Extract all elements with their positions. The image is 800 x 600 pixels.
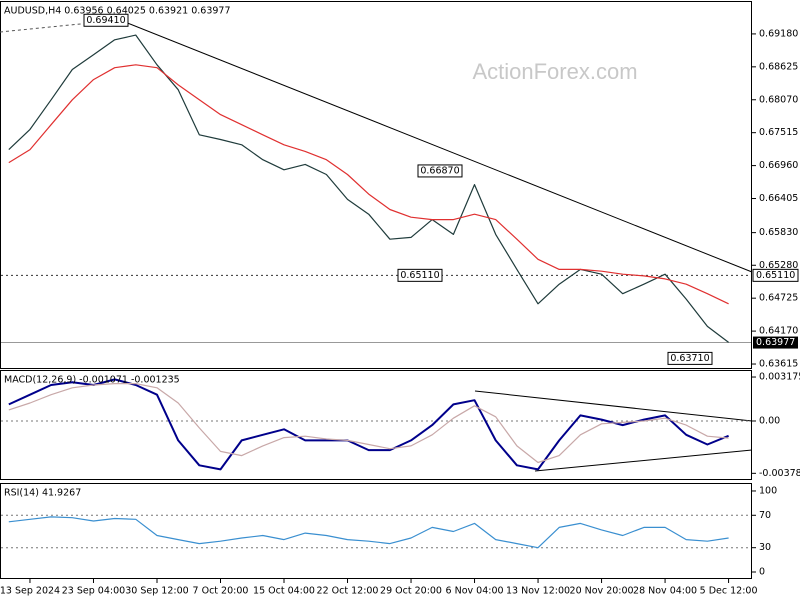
x-tick-label: 28 Nov 04:00: [633, 586, 697, 597]
price-label: 0.63977: [756, 337, 795, 348]
annotation-label: 0.65110: [400, 270, 439, 281]
x-tick-label: 13 Nov 12:00: [506, 586, 570, 597]
trend-line: [119, 19, 753, 273]
y-tick-label: 0.63615: [759, 359, 798, 370]
series-line: [8, 64, 729, 305]
y-tick-label: 0.69180: [759, 28, 798, 39]
level-label: 0.65110: [756, 270, 795, 281]
y-tick-label: 0.65280: [759, 260, 798, 271]
x-tick-label: 5 Dec 12:00: [700, 586, 758, 597]
panel-title: MACD(12,26,9) -0.001071 -0.001235: [4, 375, 180, 386]
x-tick-label: 6 Nov 04:00: [446, 586, 504, 597]
y-tick-label: 100: [759, 485, 777, 496]
y-tick-label: 30: [759, 542, 771, 553]
rsi-panel: [0, 483, 752, 579]
y-tick-label: 0.66960: [759, 160, 798, 171]
x-tick-label: 20 Nov 20:00: [570, 586, 634, 597]
macd-panel: [0, 370, 752, 480]
annotation-label: 0.69410: [86, 15, 125, 26]
level-box: [752, 268, 799, 282]
series-line: [8, 516, 729, 549]
series-line: [8, 383, 729, 464]
price-box: [753, 336, 798, 349]
annotation-box: [83, 13, 129, 27]
y-tick-label: 0.003175: [759, 372, 800, 383]
panel-title: RSI(14) 41.9267: [4, 488, 81, 499]
price-panel: [0, 1, 752, 369]
y-tick-label: 0.00: [759, 415, 780, 426]
x-tick-label: 30 Sep 12:00: [125, 586, 188, 597]
y-tick-label: 0.65830: [759, 227, 798, 238]
x-tick-label: 13 Sep 2024: [0, 586, 60, 597]
y-tick-label: 0.64725: [759, 293, 798, 304]
y-tick-label: 0.66405: [759, 193, 798, 204]
x-tick-label: 22 Oct 12:00: [317, 586, 379, 597]
trend-line: [474, 390, 753, 422]
y-tick-label: -0.00378: [759, 468, 800, 479]
series-line: [8, 34, 729, 343]
x-tick-label: 23 Sep 04:00: [62, 586, 125, 597]
x-tick-label: 7 Oct 20:00: [193, 586, 249, 597]
watermark: ActionForex.com: [472, 59, 637, 84]
y-tick-label: 0: [759, 567, 765, 578]
trend-line: [534, 449, 753, 472]
y-tick-label: 0.68070: [759, 94, 798, 105]
annotation-box: [397, 268, 443, 282]
panel-title: AUDUSD,H4 0.63956 0.64025 0.63921 0.6397…: [4, 6, 231, 17]
y-tick-label: 0.68625: [759, 61, 798, 72]
trend-line: [0, 19, 121, 33]
annotation-box: [667, 351, 713, 365]
annotation-label: 0.66870: [420, 165, 459, 176]
y-tick-label: 0.67515: [759, 127, 798, 138]
y-tick-label: 0.64170: [759, 326, 798, 337]
annotation-label: 0.63710: [670, 353, 709, 364]
x-tick-label: 29 Oct 20:00: [380, 586, 442, 597]
y-tick-label: 70: [759, 510, 771, 521]
x-tick-label: 15 Oct 04:00: [253, 586, 315, 597]
annotation-box: [417, 164, 463, 178]
